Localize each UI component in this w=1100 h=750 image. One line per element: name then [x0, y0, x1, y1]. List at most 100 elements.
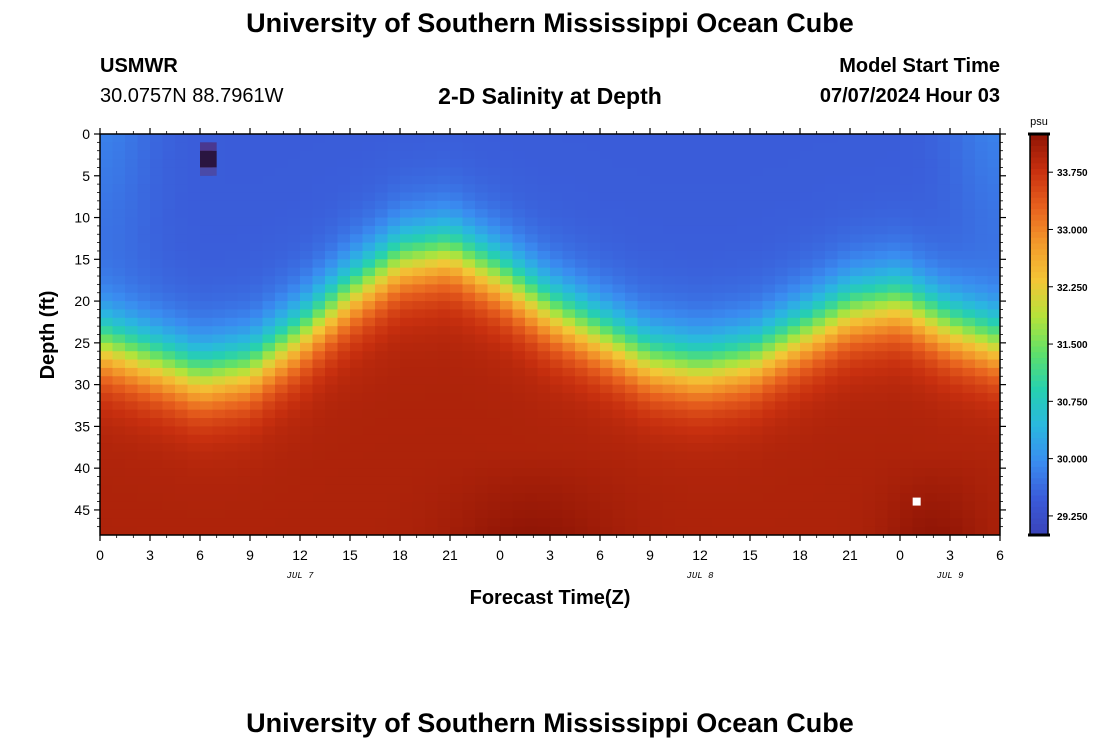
heatmap-cell: [637, 200, 651, 210]
heatmap-cell: [975, 468, 988, 478]
heatmap-cell: [275, 434, 288, 444]
heatmap-cell: [362, 484, 376, 494]
heatmap-cell: [650, 167, 663, 177]
heatmap-cell: [337, 484, 351, 494]
x-tick-label: 21: [842, 547, 858, 563]
heatmap-cell: [300, 501, 313, 511]
heatmap-cell: [975, 418, 988, 427]
heatmap-cell: [287, 250, 301, 260]
heatmap-cell: [537, 351, 551, 361]
heatmap-cell: [437, 426, 451, 436]
heatmap-cell: [875, 276, 888, 285]
heatmap-cell: [287, 526, 301, 536]
colorbar-segment: [1030, 237, 1048, 244]
heatmap-cell: [425, 367, 438, 377]
heatmap-cell: [450, 526, 463, 536]
heatmap-cell: [525, 518, 538, 528]
heatmap-cell: [525, 192, 538, 202]
heatmap-cell: [112, 209, 126, 219]
heatmap-cell: [950, 426, 963, 436]
heatmap-cell: [300, 326, 313, 335]
colorbar-segment: [1030, 328, 1048, 336]
heatmap-cell: [800, 476, 813, 486]
heatmap-cell: [937, 301, 951, 310]
heatmap-cell: [462, 317, 476, 327]
heatmap-cell: [150, 284, 163, 294]
heatmap-cell: [812, 134, 826, 143]
heatmap-cell: [812, 409, 826, 419]
heatmap-cell: [850, 443, 863, 452]
heatmap-cell: [525, 209, 538, 219]
heatmap-cell: [900, 418, 913, 427]
heatmap-cell: [450, 376, 463, 386]
heatmap-cell: [662, 401, 676, 411]
heatmap-cell: [175, 501, 188, 511]
heatmap-cell: [725, 225, 738, 235]
heatmap-cell: [112, 309, 126, 319]
heatmap-cell: [950, 242, 963, 252]
heatmap-cell: [850, 376, 863, 386]
heatmap-cell: [912, 334, 926, 344]
heatmap-cell: [275, 409, 288, 419]
heatmap-cell: [962, 259, 976, 269]
heatmap-cell: [687, 326, 701, 335]
heatmap-cell: [387, 200, 401, 210]
heatmap-cell: [450, 326, 463, 335]
heatmap-cell: [975, 384, 988, 394]
heatmap-cell: [262, 225, 276, 235]
heatmap-cell: [237, 342, 251, 352]
heatmap-cell: [687, 200, 701, 210]
heatmap-cell: [300, 234, 313, 244]
colorbar-segment: [1030, 517, 1048, 525]
heatmap-cell: [562, 526, 576, 536]
heatmap-cell: [650, 217, 663, 227]
heatmap-cell: [975, 484, 988, 494]
heatmap-cell: [775, 443, 788, 452]
heatmap-cell: [975, 209, 988, 219]
heatmap-cell: [937, 501, 951, 511]
heatmap-cell: [700, 301, 713, 310]
chart-subtitle: 2-D Salinity at Depth: [438, 83, 662, 109]
heatmap-cell: [387, 367, 401, 377]
heatmap-cell: [775, 159, 788, 168]
heatmap-cell: [550, 509, 563, 519]
heatmap-cell: [537, 209, 551, 219]
heatmap-cell: [387, 159, 401, 168]
heatmap-cell: [125, 217, 138, 227]
heatmap-cell: [700, 401, 713, 411]
heatmap-cell: [262, 242, 276, 252]
heatmap-cell: [800, 292, 813, 302]
heatmap-cell: [250, 367, 263, 377]
heatmap-cell: [537, 167, 551, 177]
heatmap-cell: [850, 309, 863, 319]
heatmap-cell: [975, 359, 988, 369]
heatmap-cell: [137, 376, 151, 386]
heatmap-cell: [262, 192, 276, 202]
heatmap-cell: [887, 134, 901, 143]
heatmap-cell: [512, 518, 526, 528]
heatmap-cell: [100, 526, 113, 536]
heatmap-cell: [912, 501, 926, 511]
heatmap-cell: [775, 292, 788, 302]
heatmap-cell: [475, 192, 488, 202]
heatmap-cell: [350, 184, 363, 193]
heatmap-cell: [637, 509, 651, 519]
heatmap-cell: [800, 284, 813, 294]
heatmap-cell: [362, 367, 376, 377]
heatmap-cell: [875, 351, 888, 361]
heatmap-cell: [125, 468, 138, 478]
heatmap-cell: [787, 384, 801, 394]
heatmap-cell: [725, 501, 738, 511]
heatmap-cell: [462, 359, 476, 369]
heatmap-cell: [550, 159, 563, 168]
heatmap-cell: [837, 426, 851, 436]
heatmap-cell: [237, 259, 251, 269]
heatmap-cell: [400, 192, 413, 202]
heatmap-cell: [512, 426, 526, 436]
heatmap-cell: [825, 367, 838, 377]
heatmap-cell: [362, 418, 376, 427]
heatmap-cell: [962, 200, 976, 210]
heatmap-cell: [712, 518, 726, 528]
heatmap-cell: [725, 142, 738, 152]
heatmap-cell: [237, 159, 251, 168]
